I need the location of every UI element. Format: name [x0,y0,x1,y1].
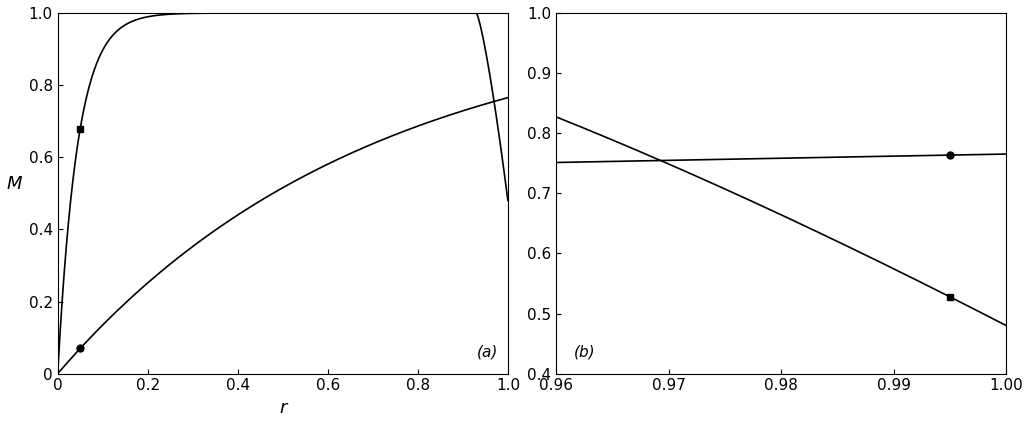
Text: (b): (b) [574,344,595,359]
Y-axis label: M: M [7,175,23,193]
Text: (a): (a) [476,344,497,359]
X-axis label: r: r [279,399,286,417]
